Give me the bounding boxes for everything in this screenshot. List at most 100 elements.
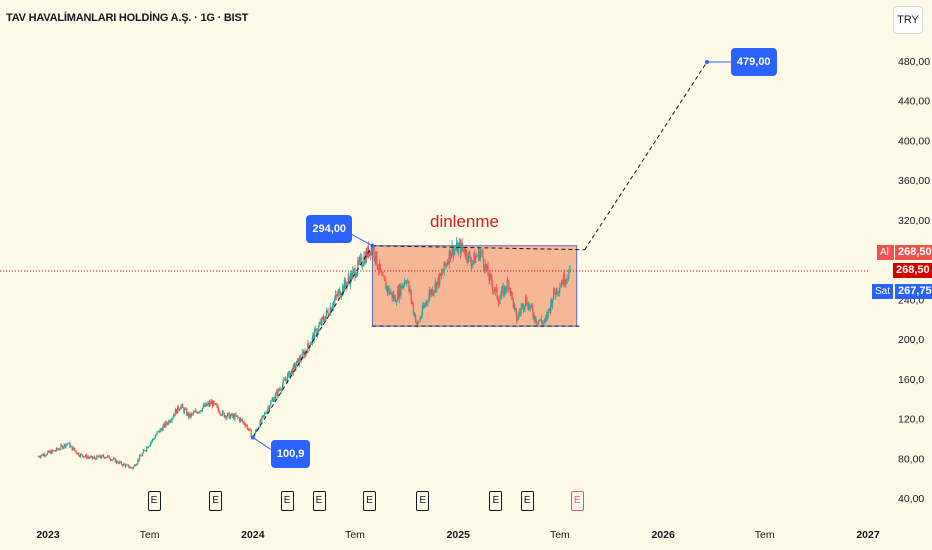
candle-body — [462, 247, 464, 249]
candle-body — [219, 412, 221, 414]
candle-body — [364, 256, 366, 263]
candle-body — [358, 258, 361, 263]
candle-body — [415, 322, 417, 324]
candle-body — [424, 305, 426, 308]
candle-body — [240, 418, 242, 420]
candle-body — [51, 450, 53, 454]
upcoming-earnings-marker[interactable]: E — [570, 491, 584, 511]
low-callout-pointer — [252, 437, 272, 450]
candle-body — [210, 401, 212, 404]
candle-body — [402, 285, 404, 289]
candle-body — [315, 329, 317, 330]
candle-body — [567, 278, 569, 280]
candle-body — [519, 312, 522, 313]
candle-body — [438, 277, 440, 286]
time-tick-label: 2023 — [36, 529, 60, 541]
candle-body — [531, 304, 533, 310]
bid-price-tag: 267,75 — [895, 284, 932, 299]
price-axis[interactable]: 480,00440,00400,00360,00320,00240,0200,0… — [898, 56, 930, 505]
candle-body — [530, 304, 532, 307]
symbol-title[interactable]: TAV HAVALİMANLARI HOLDİNG A.Ş. · 1G · BI… — [6, 12, 249, 24]
range-annotation[interactable]: dinlenme — [430, 212, 499, 231]
currency-button[interactable]: TRY — [893, 6, 923, 34]
candle-body — [271, 398, 274, 401]
candle-body — [355, 275, 357, 278]
candle-body — [547, 309, 549, 318]
earnings-marker[interactable]: E — [416, 491, 430, 511]
candle-body — [517, 317, 519, 321]
candle-body — [327, 311, 329, 315]
candle-body — [138, 455, 141, 461]
candle-body — [45, 454, 47, 456]
candle-body — [71, 445, 73, 451]
candle-body — [520, 307, 522, 313]
low-price-callout[interactable]: 100,9 — [270, 439, 311, 468]
candle-body — [291, 369, 293, 374]
candle-body — [518, 312, 521, 314]
candle-body — [354, 268, 356, 278]
candle-body — [255, 430, 257, 434]
candle-body — [81, 454, 83, 456]
earnings-marker[interactable]: E — [147, 491, 161, 511]
candle-body — [174, 409, 177, 416]
candle-body — [136, 463, 138, 465]
candle-body — [536, 322, 539, 324]
candle-body — [182, 404, 184, 408]
candle-body — [229, 415, 232, 419]
candle-body — [538, 320, 540, 322]
earnings-marker[interactable]: E — [520, 491, 534, 511]
earnings-marker[interactable]: E — [280, 491, 294, 511]
earnings-marker[interactable]: E — [209, 491, 223, 511]
earnings-marker[interactable]: E — [312, 491, 326, 511]
candle-body — [442, 271, 444, 274]
price-tick-label: 200,0 — [898, 334, 924, 346]
candle-body — [545, 314, 547, 319]
candle-body — [475, 256, 477, 257]
candle-body — [562, 282, 564, 285]
earnings-marker[interactable]: E — [489, 491, 503, 511]
time-axis[interactable]: 2023 Tem 2024 Tem 2025 Tem 2026 Tem 2027 — [36, 529, 880, 541]
candle-body — [241, 419, 243, 422]
candle-body — [373, 247, 375, 258]
candle-body — [403, 285, 405, 287]
high-price-callout[interactable]: 294,00 — [306, 214, 353, 243]
candle-body — [262, 415, 264, 417]
candle-body — [102, 455, 105, 457]
candle-body — [349, 273, 352, 285]
candle-body — [273, 398, 275, 402]
candle-body — [326, 310, 329, 312]
candle-body — [285, 379, 287, 381]
candle-body — [114, 458, 116, 463]
candle-body — [192, 413, 194, 415]
candle-body — [145, 450, 147, 452]
target-price-callout[interactable]: 479,00 — [730, 47, 777, 76]
candle-body — [231, 413, 233, 417]
candle-body — [301, 352, 303, 360]
candle-body — [216, 405, 218, 406]
candle-body — [432, 292, 435, 295]
candle-body — [67, 443, 69, 445]
candle-body — [312, 334, 314, 338]
candle-body — [83, 456, 85, 458]
earnings-marker[interactable]: E — [363, 491, 377, 511]
candle-body — [58, 449, 60, 450]
candle-body — [419, 318, 421, 322]
candle-body — [352, 270, 354, 280]
candle-body — [429, 290, 431, 296]
candle-body — [186, 412, 188, 416]
candle-body — [334, 294, 336, 300]
candle-body — [201, 410, 203, 412]
candle-body — [527, 303, 530, 310]
candles-layer — [37, 236, 571, 470]
candle-body — [479, 252, 481, 260]
time-tick-label: 2024 — [241, 529, 265, 541]
candle-body — [56, 447, 58, 450]
candle-body — [511, 292, 513, 299]
candle-body — [204, 403, 206, 407]
candle-body — [168, 420, 170, 423]
candle-body — [529, 306, 531, 309]
candle-body — [394, 296, 397, 303]
candle-body — [342, 285, 344, 295]
